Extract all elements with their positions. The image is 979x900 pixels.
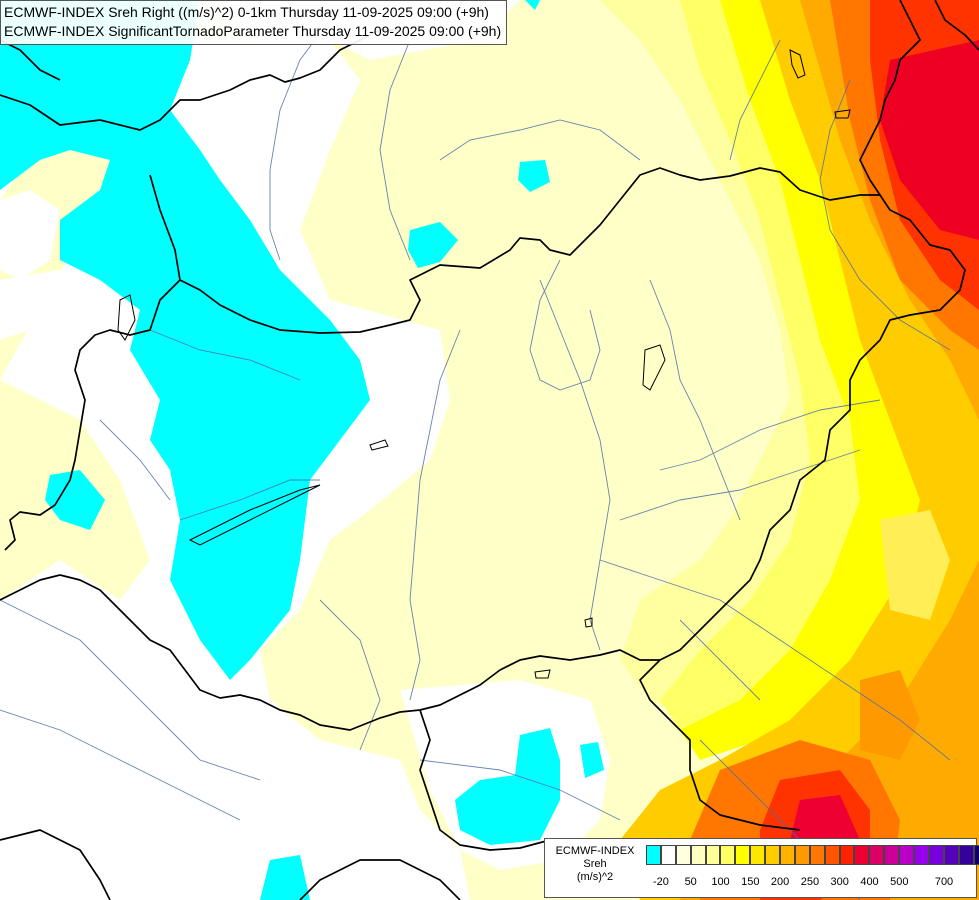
legend-parameter: Sreh [583, 858, 607, 870]
legend-swatch [839, 845, 855, 865]
legend-tick-label: 300 [830, 876, 849, 888]
border-south-bosnia [299, 859, 461, 900]
legend-swatch [914, 845, 929, 865]
border-north [0, 29, 400, 131]
legend-tick-label: 50 [684, 876, 697, 888]
border-hungary-west [4, 279, 181, 551]
negative-zone-southwest-small [45, 470, 105, 530]
legend-model: ECMWF-INDEX [555, 845, 635, 857]
legend-tick-label: 100 [711, 876, 730, 888]
legend-swatch [928, 845, 944, 865]
legend-swatch [705, 845, 721, 865]
border-south-croatia [419, 709, 551, 851]
border-west-lower [0, 574, 61, 601]
legend-swatch [660, 845, 676, 865]
yellow-band-1 [600, 0, 840, 720]
legend-swatch [646, 845, 661, 865]
border-hungary-northwest [149, 167, 880, 334]
legend-swatch [809, 845, 825, 865]
legend-tick-label: 400 [860, 876, 879, 888]
yellow-patch-east [880, 510, 950, 620]
negative-zone-northwest [0, 0, 370, 680]
legend-swatch [854, 845, 870, 865]
legend-tick-label: 500 [890, 876, 909, 888]
legend-unit: (m/s)^2 [576, 871, 614, 883]
legend-swatch [943, 845, 959, 865]
orange-patch-east [860, 670, 920, 760]
legend-label: ECMWF-INDEX Sreh (m/s)^2 [545, 845, 645, 884]
border-northeast-2 [934, 0, 979, 51]
negative-zone-south [455, 728, 560, 845]
negative-zone-top-small [525, 0, 540, 10]
legend-tick-label: 250 [800, 876, 820, 888]
legend-swatch [735, 845, 751, 865]
legend-swatch [869, 845, 885, 865]
legend-swatch [720, 845, 736, 865]
legend-tick-label: 700 [934, 876, 954, 888]
border-hungary-east [659, 194, 966, 661]
legend-ticks: -20 50 100 150 200 250 300 400 500 700 [646, 876, 966, 890]
map-title-line-2: ECMWF-INDEX SignificantTornadoParameter … [4, 23, 502, 39]
red-band-2 [880, 40, 979, 240]
zero-zone-southeast [400, 680, 610, 870]
legend-swatch [765, 845, 781, 865]
lakes [117, 49, 851, 679]
border-serbia-east [639, 659, 801, 831]
legend-swatch [780, 845, 795, 865]
negative-zone-bottom [260, 855, 310, 900]
map-title-line-1: ECMWF-INDEX Sreh Right ((m/s)^2) 0-1km T… [4, 4, 489, 20]
legend-swatch [750, 845, 766, 865]
rivers [0, 19, 951, 900]
legend-tick-label: 150 [741, 876, 760, 888]
border-south-west [0, 829, 111, 900]
color-legend: ECMWF-INDEX Sreh (m/s)^2 -20 50 100 150 200 2… [544, 838, 979, 898]
legend-swatch [794, 845, 810, 865]
yellow-band-2 [660, 0, 880, 730]
legend-swatch [824, 845, 840, 865]
legend-swatch [958, 845, 974, 865]
border-slovakia-west [0, 39, 61, 81]
negative-gap-west [0, 190, 60, 280]
legend-swatch [973, 845, 979, 865]
negative-zone-north-patch [408, 222, 458, 268]
yellow-band-3 [680, 0, 940, 760]
negative-gap-west-2 [0, 270, 90, 340]
legend-tick-label: 200 [770, 876, 790, 888]
legend-tick-label: -20 [652, 876, 669, 888]
map-title-box: ECMWF-INDEX Sreh Right ((m/s)^2) 0-1km T… [0, 0, 508, 45]
legend-swatch [899, 845, 915, 865]
legend-swatch [690, 845, 706, 865]
negative-zone-south-small [580, 742, 604, 778]
legend-swatch [884, 845, 900, 865]
border-hungary-south [59, 574, 660, 731]
negative-zone-north-small [518, 160, 550, 192]
border-north-east [859, 0, 921, 196]
legend-color-bar [646, 845, 979, 866]
legend-swatch [675, 845, 691, 865]
